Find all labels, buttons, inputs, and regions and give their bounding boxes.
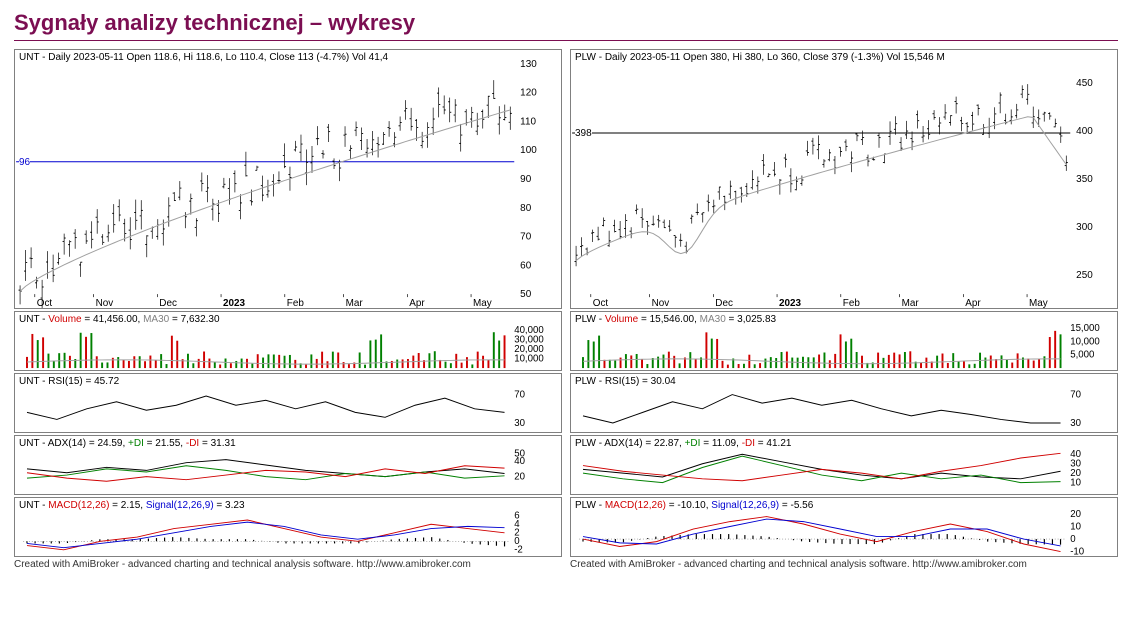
svg-text:40,000: 40,000 [514, 325, 544, 336]
macd-chart-label: UNT - MACD(12,26) = 2.15, Signal(12,26,9… [19, 500, 245, 511]
price-chart-label: PLW - Daily 2023-05-11 Open 380, Hi 380,… [575, 52, 945, 63]
svg-text:70: 70 [1070, 390, 1081, 401]
svg-text:450: 450 [1076, 78, 1093, 89]
svg-text:250: 250 [1076, 270, 1093, 281]
svg-text:Nov: Nov [96, 298, 114, 308]
svg-text:20: 20 [1070, 468, 1081, 479]
volume-chart-label: UNT - Volume = 41,456.00, MA30 = 7,632.3… [19, 314, 220, 325]
rsi-chart-label: PLW - RSI(15) = 30.04 [575, 376, 676, 387]
svg-text:May: May [1029, 298, 1048, 308]
svg-text:40: 40 [1070, 449, 1081, 460]
chart-panels: UNT - Daily 2023-05-11 Open 118.6, Hi 11… [14, 49, 1118, 570]
volume-chart-label: PLW - Volume = 15,546.00, MA30 = 3,025.8… [575, 314, 776, 325]
svg-text:10: 10 [1070, 521, 1081, 532]
chart-panel-unt: UNT - Daily 2023-05-11 Open 118.6, Hi 11… [14, 49, 562, 570]
svg-text:50: 50 [520, 289, 532, 300]
support-level-label: 398 [575, 128, 592, 139]
svg-text:80: 80 [520, 203, 532, 214]
volume-chart: PLW - Volume = 15,546.00, MA30 = 3,025.8… [570, 311, 1118, 371]
svg-text:Nov: Nov [652, 298, 670, 308]
svg-text:30,000: 30,000 [514, 335, 544, 346]
svg-text:Dec: Dec [715, 298, 733, 308]
svg-text:20: 20 [1070, 509, 1081, 520]
svg-text:30: 30 [1070, 459, 1081, 470]
svg-text:60: 60 [520, 260, 532, 271]
svg-text:Mar: Mar [346, 298, 364, 308]
adx-chart: UNT - ADX(14) = 24.59, +DI = 21.55, -DI … [14, 435, 562, 495]
svg-text:70: 70 [520, 232, 532, 243]
rsi-chart: PLW - RSI(15) = 30.04 30 70 [570, 373, 1118, 433]
svg-text:10,000: 10,000 [1070, 336, 1100, 347]
svg-text:Feb: Feb [843, 298, 861, 308]
price-chart: UNT - Daily 2023-05-11 Open 118.6, Hi 11… [14, 49, 562, 309]
svg-text:10,000: 10,000 [514, 354, 544, 365]
svg-text:15,000: 15,000 [1070, 323, 1100, 334]
chart-panel-plw: PLW - Daily 2023-05-11 Open 380, Hi 380,… [570, 49, 1118, 570]
svg-text:50: 50 [514, 448, 525, 459]
svg-text:70: 70 [514, 390, 525, 401]
svg-text:10: 10 [1070, 478, 1081, 489]
svg-text:Apr: Apr [965, 298, 981, 308]
volume-chart: UNT - Volume = 41,456.00, MA30 = 7,632.3… [14, 311, 562, 371]
page-title: Sygnały analizy technicznej – wykresy [14, 10, 1118, 41]
price-chart-label: UNT - Daily 2023-05-11 Open 118.6, Hi 11… [19, 52, 388, 63]
svg-text:May: May [473, 298, 492, 308]
svg-text:120: 120 [520, 88, 537, 99]
svg-text:300: 300 [1076, 222, 1093, 233]
macd-chart-label: PLW - MACD(12,26) = -10.10, Signal(12,26… [575, 500, 813, 511]
svg-text:30: 30 [514, 418, 525, 429]
rsi-chart: UNT - RSI(15) = 45.72 30 70 [14, 373, 562, 433]
macd-chart: PLW - MACD(12,26) = -10.10, Signal(12,26… [570, 497, 1118, 557]
svg-text:Apr: Apr [409, 298, 425, 308]
chart-footer: Created with AmiBroker - advanced charti… [570, 559, 1118, 570]
adx-chart-label: UNT - ADX(14) = 24.59, +DI = 21.55, -DI … [19, 438, 236, 449]
svg-text:2023: 2023 [223, 298, 246, 308]
adx-chart-label: PLW - ADX(14) = 22.87, +DI = 11.09, -DI … [575, 438, 791, 449]
svg-text:20,000: 20,000 [514, 344, 544, 355]
svg-text:6: 6 [514, 511, 519, 522]
price-chart: PLW - Daily 2023-05-11 Open 380, Hi 380,… [570, 49, 1118, 309]
svg-text:400: 400 [1076, 126, 1093, 137]
svg-text:Oct: Oct [37, 298, 53, 308]
svg-text:350: 350 [1076, 174, 1093, 185]
svg-text:Oct: Oct [593, 298, 609, 308]
svg-text:100: 100 [520, 145, 537, 156]
svg-text:130: 130 [520, 59, 537, 70]
svg-text:Dec: Dec [159, 298, 177, 308]
svg-text:90: 90 [520, 174, 532, 185]
svg-text:2023: 2023 [779, 298, 802, 308]
svg-text:0: 0 [1070, 534, 1075, 545]
support-level-label: 96 [19, 157, 30, 168]
adx-chart: PLW - ADX(14) = 22.87, +DI = 11.09, -DI … [570, 435, 1118, 495]
svg-text:110: 110 [520, 116, 536, 127]
svg-text:20: 20 [514, 472, 525, 483]
svg-text:Mar: Mar [902, 298, 920, 308]
svg-text:30: 30 [1070, 418, 1081, 429]
chart-footer: Created with AmiBroker - advanced charti… [14, 559, 562, 570]
svg-text:-10: -10 [1070, 546, 1084, 556]
macd-chart: UNT - MACD(12,26) = 2.15, Signal(12,26,9… [14, 497, 562, 557]
svg-text:Feb: Feb [287, 298, 305, 308]
rsi-chart-label: UNT - RSI(15) = 45.72 [19, 376, 119, 387]
svg-text:5,000: 5,000 [1070, 350, 1094, 361]
